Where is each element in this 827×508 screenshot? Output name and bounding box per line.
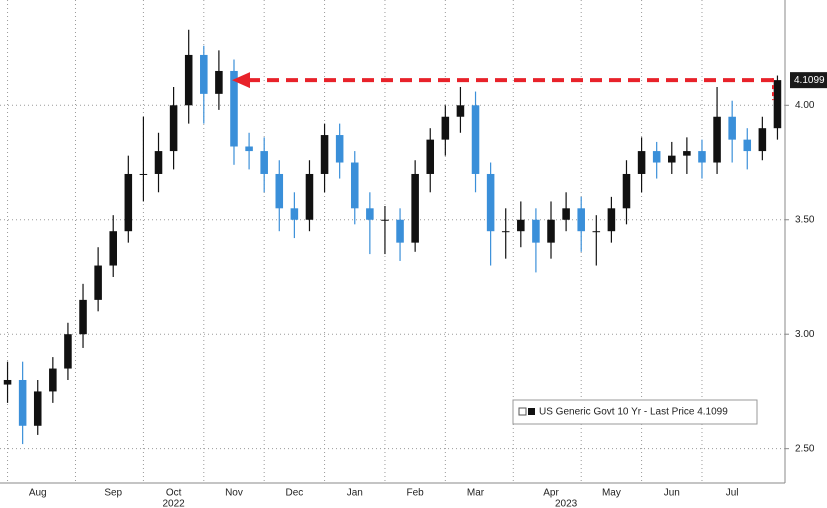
candle-body xyxy=(728,116,736,140)
candle-body xyxy=(517,219,525,232)
candle-body xyxy=(350,162,359,209)
candle-body xyxy=(109,231,117,266)
y-tick-label: 3.00 xyxy=(795,329,815,340)
candle-body xyxy=(215,70,223,94)
candle-body xyxy=(426,139,435,174)
candle-body xyxy=(33,391,42,426)
year-label: 2022 xyxy=(162,499,185,508)
candle-body xyxy=(592,231,601,233)
candle-body xyxy=(154,151,163,174)
candle-body xyxy=(290,208,299,220)
candle-body xyxy=(245,146,253,152)
price-tag-label: 4.1099 xyxy=(794,75,825,86)
candle-body xyxy=(743,139,752,152)
candle-body xyxy=(396,219,404,243)
legend-label: US Generic Govt 10 Yr - Last Price 4.109… xyxy=(539,407,728,418)
candle-body xyxy=(501,231,510,233)
candle-body xyxy=(562,208,570,220)
candle-body xyxy=(773,80,782,129)
year-label: 2023 xyxy=(555,499,578,508)
candle-body xyxy=(577,208,585,232)
candle-body xyxy=(18,379,27,426)
candle-body xyxy=(381,219,389,221)
x-tick-label: Aug xyxy=(29,488,47,499)
level-arrowhead xyxy=(232,72,250,89)
x-tick-label: Jul xyxy=(726,488,739,499)
candle-body xyxy=(486,173,495,232)
candle-body xyxy=(260,151,268,174)
x-tick-label: Nov xyxy=(225,488,243,499)
candle-body xyxy=(366,208,374,220)
candle-body xyxy=(275,173,284,209)
candle-body xyxy=(683,151,691,156)
candle-body xyxy=(79,299,87,335)
candle-body xyxy=(668,155,676,163)
candle-body xyxy=(64,334,72,369)
x-tick-label: Oct xyxy=(166,488,182,499)
candle-body xyxy=(471,105,480,174)
candle-body xyxy=(200,54,208,94)
candle-body xyxy=(169,105,178,152)
candle-body xyxy=(456,105,465,117)
candle-body xyxy=(230,70,238,147)
x-tick-label: May xyxy=(602,488,621,499)
candle-body xyxy=(305,173,314,220)
price-tag xyxy=(790,72,827,89)
candle-body xyxy=(532,219,540,243)
x-tick-label: Apr xyxy=(543,488,559,499)
candle-body xyxy=(49,368,57,392)
y-tick-label: 2.50 xyxy=(795,443,815,454)
candle-body xyxy=(335,135,344,163)
x-tick-label: Feb xyxy=(407,488,425,499)
y-tick-label: 4.00 xyxy=(795,100,815,111)
x-tick-label: Sep xyxy=(104,488,122,499)
candle-body xyxy=(411,173,419,243)
legend: US Generic Govt 10 Yr - Last Price 4.109… xyxy=(512,399,758,425)
candle-body xyxy=(139,173,148,175)
y-tick-label: 3.50 xyxy=(795,214,815,225)
candle-body xyxy=(3,379,12,385)
candle-body xyxy=(713,116,721,163)
legend-box xyxy=(512,399,758,425)
x-tick-label: Jan xyxy=(347,488,363,499)
legend-icon xyxy=(518,407,527,416)
x-tick-label: Jun xyxy=(664,488,680,499)
legend-icon xyxy=(528,408,535,415)
candle-body xyxy=(124,173,133,232)
candle-body xyxy=(441,116,450,140)
candle-body xyxy=(547,219,555,243)
candle-body xyxy=(320,135,329,174)
x-tick-label: Mar xyxy=(467,488,485,499)
candle-body xyxy=(698,151,706,163)
x-tick-label: Dec xyxy=(285,488,303,499)
candle-body xyxy=(184,54,193,106)
candle-body xyxy=(622,173,631,209)
candle-body xyxy=(652,151,661,163)
candle-body xyxy=(94,265,102,300)
candle-body xyxy=(758,128,767,152)
candle-body xyxy=(637,151,646,174)
candle-body xyxy=(607,208,616,232)
